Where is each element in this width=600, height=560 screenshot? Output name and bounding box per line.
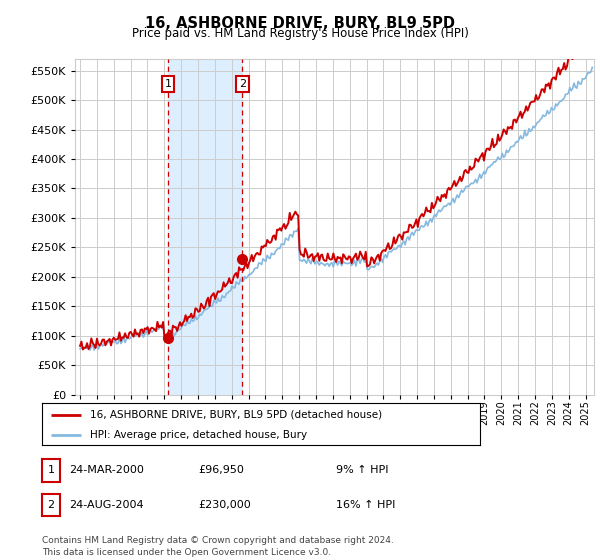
- Text: 1: 1: [164, 79, 172, 89]
- Text: 1: 1: [47, 465, 55, 475]
- Text: 16, ASHBORNE DRIVE, BURY, BL9 5PD (detached house): 16, ASHBORNE DRIVE, BURY, BL9 5PD (detac…: [90, 410, 382, 420]
- Text: £96,950: £96,950: [198, 465, 244, 475]
- Bar: [168, 59, 242, 395]
- Text: £230,000: £230,000: [198, 500, 251, 510]
- Text: 16% ↑ HPI: 16% ↑ HPI: [336, 500, 395, 510]
- Text: 16, ASHBORNE DRIVE, BURY, BL9 5PD: 16, ASHBORNE DRIVE, BURY, BL9 5PD: [145, 16, 455, 31]
- Text: 9% ↑ HPI: 9% ↑ HPI: [336, 465, 389, 475]
- Text: 24-MAR-2000: 24-MAR-2000: [69, 465, 144, 475]
- Text: 2: 2: [47, 500, 55, 510]
- Text: 2: 2: [239, 79, 246, 89]
- Text: HPI: Average price, detached house, Bury: HPI: Average price, detached house, Bury: [90, 430, 307, 440]
- Text: 24-AUG-2004: 24-AUG-2004: [69, 500, 143, 510]
- Text: Price paid vs. HM Land Registry's House Price Index (HPI): Price paid vs. HM Land Registry's House …: [131, 27, 469, 40]
- Text: Contains HM Land Registry data © Crown copyright and database right 2024.
This d: Contains HM Land Registry data © Crown c…: [42, 536, 394, 557]
